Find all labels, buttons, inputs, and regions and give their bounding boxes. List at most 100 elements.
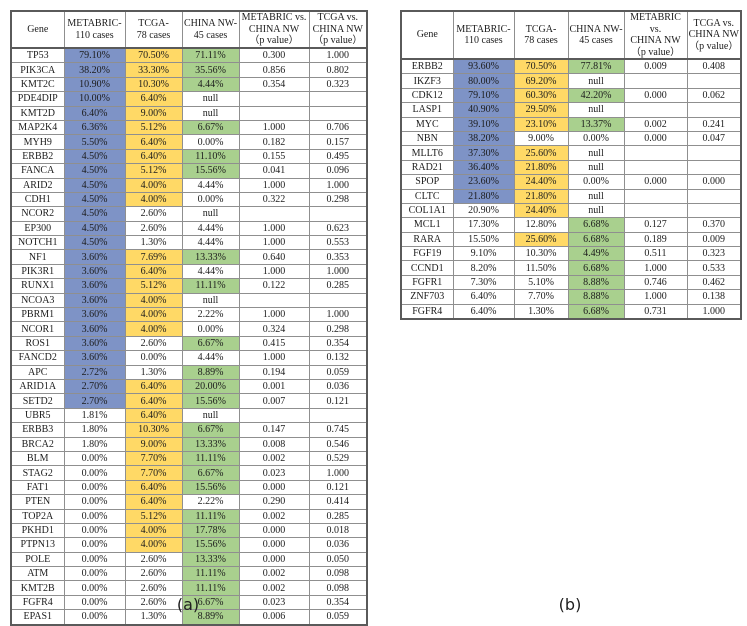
metabric-cell: 38.20%: [452, 130, 515, 147]
tcga-cell: 6.40%: [124, 479, 183, 496]
metabric-cell: 0.00%: [63, 580, 126, 596]
p-tcga-vs-china-cell: 0.098: [308, 580, 368, 596]
gene-name-cell: PTPN13: [10, 537, 65, 553]
gene-name-cell: NCOR2: [10, 206, 65, 222]
p-metabric-vs-china-cell: 0.000: [238, 551, 310, 568]
p-tcga-vs-china-cell: 0.408: [686, 58, 742, 75]
metabric-cell: 4.50%: [63, 148, 126, 165]
china-nw-cell: 42.20%: [567, 87, 625, 104]
metabric-cell: 6.40%: [452, 289, 515, 305]
metabric-cell: 2.72%: [63, 364, 126, 380]
p-tcga-vs-china-cell: 0.529: [308, 450, 368, 467]
p-tcga-vs-china-cell: 0.553: [308, 235, 368, 251]
tcga-cell: 11.50%: [513, 260, 569, 276]
column-header: TCGA- 78 cases: [124, 10, 183, 49]
china-nw-cell: 6.67%: [181, 422, 240, 438]
tcga-cell: 2.60%: [124, 206, 183, 222]
tcga-cell: 4.00%: [124, 321, 183, 337]
p-metabric-vs-china-cell: 0.023: [238, 465, 310, 481]
metabric-cell: 10.00%: [63, 91, 126, 107]
gene-name-cell: FAT1: [10, 479, 65, 496]
china-nw-cell: 8.89%: [181, 364, 240, 380]
china-nw-cell: 4.44%: [181, 220, 240, 237]
metabric-cell: 0.00%: [63, 522, 126, 539]
p-metabric-vs-china-cell: 0.041: [238, 163, 310, 179]
gene-name-cell: IKZF3: [400, 73, 454, 89]
china-nw-cell: 8.88%: [567, 289, 625, 305]
p-metabric-vs-china-cell: 0.746: [623, 274, 688, 291]
gene-name-cell: FGF19: [400, 246, 454, 262]
table-row: PIK3R1 3.60% 6.40% 4.44% 1.000 1.000: [10, 263, 368, 280]
china-nw-cell: 4.44%: [181, 76, 240, 93]
gene-name-cell: FGFR1: [400, 274, 454, 291]
table-row: KMT2D 6.40% 9.00% null: [10, 105, 368, 121]
tcga-cell: 6.40%: [124, 134, 183, 150]
tcga-cell: 4.00%: [124, 191, 183, 208]
column-header: TCGA vs. CHINA NW （p value）: [308, 10, 368, 49]
table-row: PKHD1 0.00% 4.00% 17.78% 0.000 0.018: [10, 522, 368, 539]
tcga-cell: 29.50%: [513, 102, 569, 118]
china-nw-cell: 11.11%: [181, 580, 240, 596]
china-nw-cell: 71.11%: [181, 47, 240, 64]
tcga-cell: 24.40%: [513, 174, 569, 190]
p-tcga-vs-china-cell: 0.533: [686, 260, 742, 276]
p-tcga-vs-china-cell: [308, 292, 368, 309]
tcga-cell: 10.30%: [124, 422, 183, 438]
p-tcga-vs-china-cell: [308, 105, 368, 121]
china-nw-cell: 17.78%: [181, 522, 240, 539]
column-header: METABRIC- 110 cases: [452, 10, 515, 60]
table-row: UBR5 1.81% 6.40% null: [10, 407, 368, 424]
tcga-cell: 24.40%: [513, 202, 569, 219]
gene-name-cell: UBR5: [10, 407, 65, 424]
table-row: MCL1 17.30% 12.80% 6.68% 0.127 0.370: [400, 217, 742, 233]
p-metabric-vs-china-cell: 1.000: [238, 177, 310, 193]
metabric-cell: 4.50%: [63, 235, 126, 251]
china-nw-cell: null: [567, 73, 625, 89]
metabric-cell: 3.60%: [63, 321, 126, 337]
table-row: NF1 3.60% 7.69% 13.33% 0.640 0.353: [10, 249, 368, 265]
gene-name-cell: PBRM1: [10, 307, 65, 323]
p-tcga-vs-china-cell: [686, 159, 742, 176]
tcga-cell: 21.80%: [513, 159, 569, 176]
china-nw-cell: null: [567, 145, 625, 161]
tcga-cell: 69.20%: [513, 73, 569, 89]
gene-name-cell: POLE: [10, 551, 65, 568]
tcga-cell: 6.40%: [124, 494, 183, 510]
p-metabric-vs-china-cell: 0.001: [238, 378, 310, 395]
p-metabric-vs-china-cell: 1.000: [238, 235, 310, 251]
gene-name-cell: NF1: [10, 249, 65, 265]
china-nw-cell: 0.00%: [567, 130, 625, 147]
table-row: CCND1 8.20% 11.50% 6.68% 1.000 0.533: [400, 260, 742, 276]
china-nw-cell: 4.44%: [181, 350, 240, 366]
p-metabric-vs-china-cell: 0.189: [623, 231, 688, 248]
gene-name-cell: TP53: [10, 47, 65, 64]
p-tcga-vs-china-cell: 0.009: [686, 231, 742, 248]
p-tcga-vs-china-cell: 0.050: [308, 551, 368, 568]
column-header: Gene: [400, 10, 454, 60]
p-metabric-vs-china-cell: 0.000: [623, 174, 688, 190]
p-metabric-vs-china-cell: 0.182: [238, 134, 310, 150]
p-metabric-vs-china-cell: [623, 145, 688, 161]
p-metabric-vs-china-cell: 0.000: [623, 87, 688, 104]
tcga-cell: 21.80%: [513, 188, 569, 204]
metabric-cell: 93.60%: [452, 58, 515, 75]
tcga-cell: 7.70%: [124, 465, 183, 481]
p-metabric-vs-china-cell: 0.324: [238, 321, 310, 337]
table-row: ERBB2 4.50% 6.40% 11.10% 0.155 0.495: [10, 148, 368, 165]
china-nw-cell: 0.00%: [181, 191, 240, 208]
gene-name-cell: CCND1: [400, 260, 454, 276]
tcga-cell: 10.30%: [124, 76, 183, 93]
p-metabric-vs-china-cell: 0.007: [238, 393, 310, 409]
gene-name-cell: NBN: [400, 130, 454, 147]
table-row: MYC 39.10% 23.10% 13.37% 0.002 0.241: [400, 116, 742, 132]
metabric-cell: 8.20%: [452, 260, 515, 276]
china-nw-cell: 0.00%: [567, 174, 625, 190]
gene-name-cell: NCOR1: [10, 321, 65, 337]
p-metabric-vs-china-cell: 0.000: [238, 537, 310, 553]
tcga-cell: 6.40%: [124, 378, 183, 395]
table-row: PIK3CA 38.20% 33.30% 35.56% 0.856 0.802: [10, 62, 368, 78]
gene-name-cell: ERBB2: [400, 58, 454, 75]
gene-name-cell: MYH9: [10, 134, 65, 150]
tcga-cell: 5.12%: [124, 278, 183, 294]
gene-name-cell: KMT2B: [10, 580, 65, 596]
